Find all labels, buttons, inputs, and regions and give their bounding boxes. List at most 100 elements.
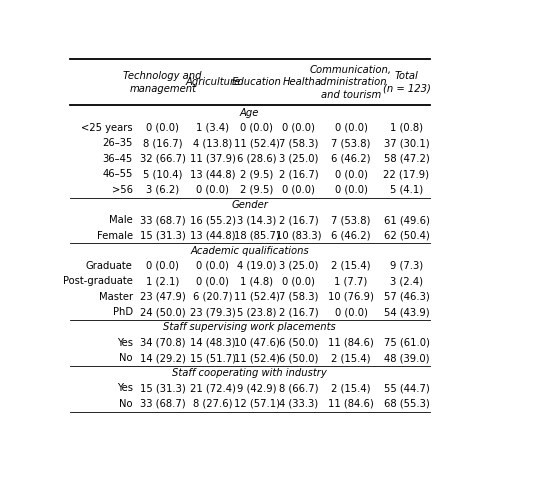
Text: Staff cooperating with industry: Staff cooperating with industry bbox=[172, 368, 327, 378]
Text: 2 (9.5): 2 (9.5) bbox=[240, 170, 273, 180]
Text: Agriculture: Agriculture bbox=[185, 78, 240, 87]
Text: No: No bbox=[119, 353, 133, 363]
Text: 0 (0.0): 0 (0.0) bbox=[197, 261, 230, 271]
Text: 7 (53.8): 7 (53.8) bbox=[332, 215, 371, 225]
Text: 26–35: 26–35 bbox=[103, 138, 133, 148]
Text: 37 (30.1): 37 (30.1) bbox=[384, 138, 429, 148]
Text: 12 (57.1): 12 (57.1) bbox=[234, 399, 280, 409]
Text: 2 (15.4): 2 (15.4) bbox=[331, 383, 371, 393]
Text: 0 (0.0): 0 (0.0) bbox=[197, 276, 230, 286]
Text: 55 (44.7): 55 (44.7) bbox=[383, 383, 429, 393]
Text: 11 (37.9): 11 (37.9) bbox=[190, 154, 236, 164]
Text: 22 (17.9): 22 (17.9) bbox=[383, 170, 429, 180]
Text: 5 (23.8): 5 (23.8) bbox=[237, 308, 276, 318]
Text: 5 (4.1): 5 (4.1) bbox=[390, 185, 423, 195]
Text: >56: >56 bbox=[112, 185, 133, 195]
Text: 8 (66.7): 8 (66.7) bbox=[279, 383, 319, 393]
Text: 57 (46.3): 57 (46.3) bbox=[383, 292, 429, 302]
Text: 2 (16.7): 2 (16.7) bbox=[279, 308, 319, 318]
Text: 3 (2.4): 3 (2.4) bbox=[390, 276, 423, 286]
Text: 2 (16.7): 2 (16.7) bbox=[279, 215, 319, 225]
Text: 23 (47.9): 23 (47.9) bbox=[140, 292, 186, 302]
Text: 62 (50.4): 62 (50.4) bbox=[383, 230, 429, 240]
Text: 1 (2.1): 1 (2.1) bbox=[146, 276, 179, 286]
Text: 0 (0.0): 0 (0.0) bbox=[240, 123, 273, 133]
Text: 0 (0.0): 0 (0.0) bbox=[146, 261, 179, 271]
Text: 54 (43.9): 54 (43.9) bbox=[384, 308, 429, 318]
Text: 0 (0.0): 0 (0.0) bbox=[335, 308, 368, 318]
Text: Graduate: Graduate bbox=[86, 261, 133, 271]
Text: 4 (13.8): 4 (13.8) bbox=[193, 138, 233, 148]
Text: 0 (0.0): 0 (0.0) bbox=[335, 170, 368, 180]
Text: 11 (52.4): 11 (52.4) bbox=[234, 292, 280, 302]
Text: 2 (15.4): 2 (15.4) bbox=[331, 353, 371, 363]
Text: 34 (70.8): 34 (70.8) bbox=[140, 338, 185, 348]
Text: 1 (3.4): 1 (3.4) bbox=[197, 123, 230, 133]
Text: 1 (7.7): 1 (7.7) bbox=[334, 276, 368, 286]
Text: 11 (84.6): 11 (84.6) bbox=[328, 338, 374, 348]
Text: 14 (48.3): 14 (48.3) bbox=[190, 338, 235, 348]
Text: 15 (31.3): 15 (31.3) bbox=[140, 230, 186, 240]
Text: 33 (68.7): 33 (68.7) bbox=[140, 399, 186, 409]
Text: 0 (0.0): 0 (0.0) bbox=[335, 185, 368, 195]
Text: 1 (0.8): 1 (0.8) bbox=[390, 123, 423, 133]
Text: Master: Master bbox=[99, 292, 133, 302]
Text: 5 (10.4): 5 (10.4) bbox=[143, 170, 183, 180]
Text: 10 (47.6): 10 (47.6) bbox=[234, 338, 280, 348]
Text: 46–55: 46–55 bbox=[103, 170, 133, 180]
Text: 3 (14.3): 3 (14.3) bbox=[237, 215, 276, 225]
Text: 36–45: 36–45 bbox=[103, 154, 133, 164]
Text: 0 (0.0): 0 (0.0) bbox=[282, 185, 315, 195]
Text: 15 (31.3): 15 (31.3) bbox=[140, 383, 186, 393]
Text: 0 (0.0): 0 (0.0) bbox=[335, 123, 368, 133]
Text: 6 (28.6): 6 (28.6) bbox=[237, 154, 276, 164]
Text: 4 (33.3): 4 (33.3) bbox=[279, 399, 318, 409]
Text: 10 (83.3): 10 (83.3) bbox=[276, 230, 321, 240]
Text: 48 (39.0): 48 (39.0) bbox=[384, 353, 429, 363]
Text: 58 (47.2): 58 (47.2) bbox=[383, 154, 429, 164]
Text: 1 (4.8): 1 (4.8) bbox=[240, 276, 273, 286]
Text: Male: Male bbox=[109, 215, 133, 225]
Text: 0 (0.0): 0 (0.0) bbox=[146, 123, 179, 133]
Text: 11 (52.4): 11 (52.4) bbox=[234, 353, 280, 363]
Text: Health: Health bbox=[282, 78, 315, 87]
Text: 11 (52.4): 11 (52.4) bbox=[234, 138, 280, 148]
Text: Yes: Yes bbox=[117, 383, 133, 393]
Text: 3 (6.2): 3 (6.2) bbox=[146, 185, 179, 195]
Text: 0 (0.0): 0 (0.0) bbox=[282, 276, 315, 286]
Text: Technology and
management: Technology and management bbox=[124, 71, 202, 93]
Text: Female: Female bbox=[97, 230, 133, 240]
Text: 13 (44.8): 13 (44.8) bbox=[190, 230, 235, 240]
Text: Post-graduate: Post-graduate bbox=[63, 276, 133, 286]
Text: 6 (46.2): 6 (46.2) bbox=[331, 230, 371, 240]
Text: 14 (29.2): 14 (29.2) bbox=[140, 353, 186, 363]
Text: No: No bbox=[119, 399, 133, 409]
Text: 7 (58.3): 7 (58.3) bbox=[279, 138, 319, 148]
Text: 3 (25.0): 3 (25.0) bbox=[279, 154, 319, 164]
Text: 2 (9.5): 2 (9.5) bbox=[240, 185, 273, 195]
Text: 23 (79.3): 23 (79.3) bbox=[190, 308, 236, 318]
Text: 6 (50.0): 6 (50.0) bbox=[279, 338, 319, 348]
Text: 61 (49.6): 61 (49.6) bbox=[383, 215, 429, 225]
Text: 7 (58.3): 7 (58.3) bbox=[279, 292, 319, 302]
Text: 9 (42.9): 9 (42.9) bbox=[237, 383, 276, 393]
Text: 18 (85.7): 18 (85.7) bbox=[234, 230, 280, 240]
Text: 9 (7.3): 9 (7.3) bbox=[390, 261, 423, 271]
Text: 0 (0.0): 0 (0.0) bbox=[282, 123, 315, 133]
Text: 13 (44.8): 13 (44.8) bbox=[190, 170, 235, 180]
Text: Gender: Gender bbox=[231, 200, 268, 210]
Text: <25 years: <25 years bbox=[81, 123, 133, 133]
Text: 33 (68.7): 33 (68.7) bbox=[140, 215, 186, 225]
Text: 15 (51.7): 15 (51.7) bbox=[190, 353, 236, 363]
Text: 2 (15.4): 2 (15.4) bbox=[331, 261, 371, 271]
Text: 21 (72.4): 21 (72.4) bbox=[190, 383, 236, 393]
Text: 6 (46.2): 6 (46.2) bbox=[331, 154, 371, 164]
Text: 16 (55.2): 16 (55.2) bbox=[190, 215, 236, 225]
Text: 8 (16.7): 8 (16.7) bbox=[143, 138, 183, 148]
Text: 68 (55.3): 68 (55.3) bbox=[383, 399, 429, 409]
Text: 6 (20.7): 6 (20.7) bbox=[193, 292, 233, 302]
Text: 8 (27.6): 8 (27.6) bbox=[193, 399, 233, 409]
Text: 32 (66.7): 32 (66.7) bbox=[140, 154, 186, 164]
Text: Education: Education bbox=[232, 78, 282, 87]
Text: 24 (50.0): 24 (50.0) bbox=[140, 308, 186, 318]
